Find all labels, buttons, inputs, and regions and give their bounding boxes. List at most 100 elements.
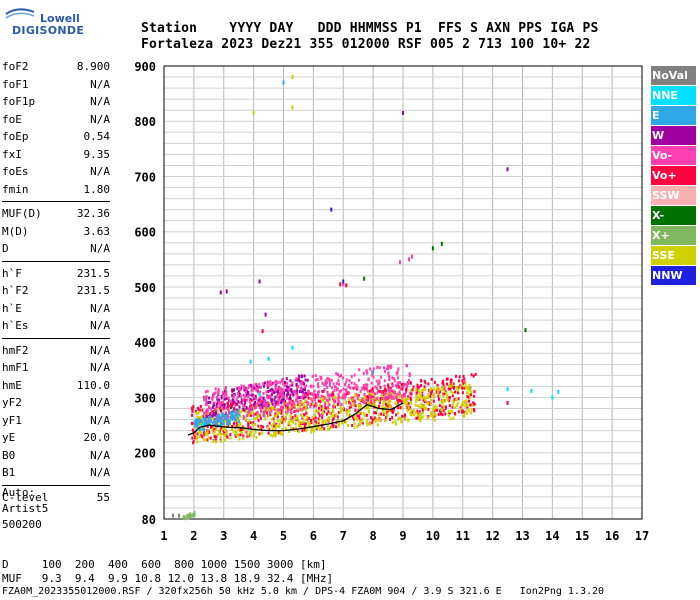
echo-point: [224, 420, 227, 424]
echo-point: [403, 401, 406, 405]
echo-point: [214, 421, 217, 425]
echo-point: [387, 371, 390, 375]
param-label: foF2: [2, 60, 29, 73]
x-tick-label: 7: [340, 529, 347, 543]
echo-point: [202, 417, 205, 421]
param-label: foE: [2, 112, 22, 126]
echo-point: [411, 388, 414, 392]
echo-point: [310, 397, 313, 401]
echo-point: [385, 367, 388, 371]
echo-point: [295, 409, 298, 413]
echo-point: [338, 400, 341, 404]
echo-point: [385, 415, 388, 419]
echo-point: [388, 409, 391, 413]
echo-point: [295, 415, 298, 419]
echo-point: [337, 398, 340, 402]
echo-point: [397, 376, 400, 380]
echo-point: [358, 423, 361, 427]
echo-point: [218, 398, 221, 402]
echo-point: [227, 396, 230, 400]
echo-point: [302, 403, 305, 407]
echo-point: [306, 378, 309, 382]
echo-point: [257, 402, 260, 406]
echo-point: [201, 408, 204, 412]
echo-point: [347, 383, 350, 387]
echo-point: [280, 379, 283, 383]
echo-point: [196, 415, 199, 419]
echo-point: [293, 405, 296, 409]
param-row: hmF2 N/A: [2, 342, 110, 360]
echo-point: [362, 371, 365, 375]
echo-point: [363, 401, 366, 405]
echo-point: [384, 387, 387, 391]
echo-point: [277, 412, 280, 416]
echo-point: [268, 396, 271, 400]
echo-point: [446, 377, 449, 381]
echo-point: [327, 416, 330, 420]
echo-point: [280, 417, 283, 421]
echo-point: [299, 407, 302, 411]
echo-point: [212, 440, 215, 444]
echo-point: [309, 384, 312, 388]
echo-point: [297, 403, 300, 407]
echo-point: [392, 377, 395, 381]
echo-point: [444, 412, 447, 416]
echo-point: [402, 382, 405, 386]
echo-point: [250, 389, 253, 393]
echo-point: [301, 429, 304, 433]
echo-point: [298, 374, 301, 378]
echo-point: [294, 378, 297, 382]
echo-point: [294, 389, 297, 393]
echo-point: [318, 419, 321, 423]
param-separator: [2, 201, 110, 202]
echo-point: [324, 421, 327, 425]
echo-point: [214, 407, 217, 411]
echo-point: [200, 434, 203, 438]
echo-point: [435, 387, 438, 391]
echo-point: [210, 411, 213, 415]
echo-point: [469, 403, 472, 407]
echo-point: [305, 418, 308, 422]
echo-point: [259, 390, 262, 394]
echo-point: [234, 418, 237, 422]
echo-point: [263, 403, 266, 407]
echo-point: [224, 416, 227, 420]
echo-point: [410, 254, 413, 259]
echo-point: [209, 400, 212, 404]
echo-point: [214, 438, 217, 442]
echo-point: [256, 389, 259, 393]
echo-point: [193, 510, 196, 514]
echo-point: [293, 390, 296, 394]
echo-point: [284, 404, 287, 408]
x-tick-label: 15: [575, 529, 589, 543]
echo-point: [447, 409, 450, 413]
echo-point: [317, 421, 320, 425]
echo-point: [254, 397, 257, 401]
echo-point: [313, 389, 316, 393]
echo-point: [241, 409, 244, 413]
echo-point: [303, 374, 306, 378]
echo-point: [456, 388, 459, 392]
echo-point: [436, 408, 439, 412]
echo-point: [262, 392, 265, 396]
echo-point: [266, 411, 269, 415]
echo-point: [283, 381, 286, 385]
echo-point: [400, 383, 403, 387]
echo-point: [325, 406, 328, 410]
echo-point: [256, 415, 259, 419]
echo-point: [313, 404, 316, 408]
param-row: h`Es N/A: [2, 317, 110, 335]
echo-point: [268, 408, 271, 412]
echo-point: [237, 390, 240, 394]
param-row: foE N/A: [2, 111, 110, 129]
echo-point: [357, 393, 360, 397]
param-separator: [2, 260, 110, 262]
echo-point: [410, 392, 413, 396]
echo-point: [406, 385, 409, 389]
echo-point: [337, 424, 340, 428]
echo-point: [273, 401, 276, 405]
echo-point: [416, 386, 419, 390]
echo-point: [191, 513, 194, 517]
echo-point: [506, 167, 509, 172]
echo-point: [195, 411, 198, 415]
